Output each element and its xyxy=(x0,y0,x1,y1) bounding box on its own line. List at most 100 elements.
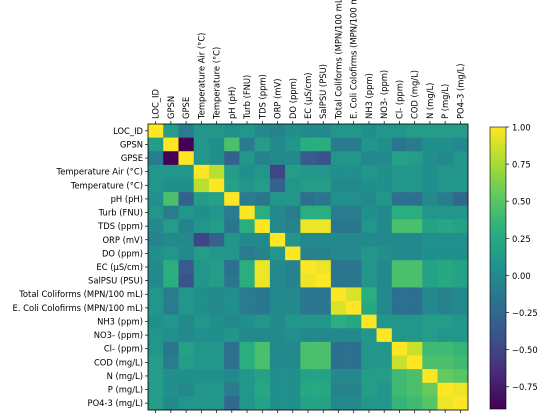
heatmap-cell xyxy=(148,314,164,329)
heatmap-cell xyxy=(178,192,195,207)
heatmap-cell xyxy=(148,355,164,370)
heatmap-cell xyxy=(422,178,438,193)
heatmap-cell xyxy=(254,273,271,288)
x-tick-label: ORP (mV) xyxy=(273,78,283,119)
heatmap-cell xyxy=(330,341,347,356)
heatmap-cell xyxy=(208,246,225,261)
x-tick-label: COD (mg/L) xyxy=(410,70,420,119)
heatmap-cell xyxy=(346,287,362,302)
heatmap-cell xyxy=(193,124,210,138)
x-tick-label: EC (µS/cm) xyxy=(303,72,313,119)
heatmap-cell xyxy=(163,178,179,193)
heatmap-cell xyxy=(208,301,225,315)
heatmap-cell xyxy=(330,192,347,207)
heatmap-cell xyxy=(208,192,225,207)
heatmap-cell xyxy=(193,355,210,370)
heatmap-cell xyxy=(148,124,164,138)
heatmap-cell xyxy=(208,382,225,397)
heatmap-cell xyxy=(254,164,271,179)
heatmap-cell xyxy=(193,151,210,166)
heatmap-cell xyxy=(193,178,210,193)
heatmap-cell xyxy=(224,178,240,193)
heatmap-cell xyxy=(391,124,408,138)
heatmap-cell xyxy=(407,287,423,302)
heatmap-cell xyxy=(269,396,286,411)
heatmap-cell xyxy=(239,287,255,302)
heatmap-cell xyxy=(407,151,423,166)
heatmap-cell xyxy=(391,328,408,343)
heatmap-cell xyxy=(437,246,454,261)
heatmap-cell xyxy=(452,137,469,152)
heatmap-cell xyxy=(148,260,164,275)
heatmap-cell xyxy=(163,151,179,166)
heatmap-cell xyxy=(391,178,408,193)
heatmap-cell xyxy=(315,355,332,370)
heatmap-cell xyxy=(452,273,469,288)
heatmap-cell xyxy=(361,246,377,261)
heatmap-cell xyxy=(148,273,164,288)
heatmap-cell xyxy=(193,232,210,247)
heatmap-cell xyxy=(437,396,454,411)
colorbar-tick-label: 0.75 xyxy=(512,160,531,170)
heatmap-cell xyxy=(254,369,271,384)
heatmap-cell xyxy=(330,382,347,397)
heatmap-cell xyxy=(422,246,438,261)
heatmap-cell xyxy=(239,192,255,207)
heatmap-cell xyxy=(300,260,316,275)
heatmap-cell xyxy=(193,137,210,152)
heatmap-cell xyxy=(437,369,454,384)
heatmap-cell xyxy=(300,369,316,384)
heatmap-cell xyxy=(452,232,469,247)
heatmap-cell xyxy=(239,328,255,343)
heatmap-cell xyxy=(254,178,271,193)
heatmap-cell xyxy=(193,314,210,329)
heatmap-cell xyxy=(163,382,179,397)
heatmap-cell xyxy=(315,164,332,179)
heatmap-cell xyxy=(224,396,240,411)
heatmap-cell xyxy=(224,301,240,315)
heatmap-cell xyxy=(315,369,332,384)
heatmap-cell xyxy=(285,273,301,288)
heatmap-cell xyxy=(452,301,469,315)
heatmap-cell xyxy=(148,178,164,193)
heatmap-cell xyxy=(148,137,164,152)
heatmap-cell xyxy=(224,232,240,247)
heatmap-cell xyxy=(422,219,438,234)
heatmap-cell xyxy=(361,287,377,302)
heatmap-cell xyxy=(178,273,195,288)
heatmap-cell xyxy=(315,287,332,302)
heatmap-cell xyxy=(239,137,255,152)
heatmap-cell xyxy=(300,178,316,193)
heatmap-cell xyxy=(208,287,225,302)
heatmap-cell xyxy=(407,137,423,152)
heatmap-cell xyxy=(407,219,423,234)
heatmap-cell xyxy=(224,246,240,261)
heatmap-cell xyxy=(208,355,225,370)
heatmap-cell xyxy=(407,369,423,384)
heatmap-cell xyxy=(269,151,286,166)
heatmap-cell xyxy=(178,178,195,193)
heatmap-cell xyxy=(346,192,362,207)
heatmap-cell xyxy=(391,287,408,302)
heatmap-cell xyxy=(300,273,316,288)
heatmap-cell xyxy=(269,273,286,288)
heatmap-cell xyxy=(391,369,408,384)
heatmap-cell xyxy=(224,205,240,220)
heatmap-cell xyxy=(239,205,255,220)
heatmap-cell xyxy=(407,164,423,179)
heatmap-cell xyxy=(269,260,286,275)
heatmap-cell xyxy=(376,273,393,288)
heatmap-cell xyxy=(376,164,393,179)
heatmap-cell xyxy=(148,382,164,397)
heatmap-cell xyxy=(437,341,454,356)
heatmap-cell xyxy=(407,355,423,370)
heatmap-cell xyxy=(391,341,408,356)
heatmap-cell xyxy=(163,232,179,247)
heatmap-cell xyxy=(208,369,225,384)
heatmap-cell xyxy=(407,205,423,220)
heatmap-cell xyxy=(315,137,332,152)
heatmap-cell xyxy=(269,355,286,370)
heatmap-cell xyxy=(452,369,469,384)
heatmap-cell xyxy=(452,341,469,356)
